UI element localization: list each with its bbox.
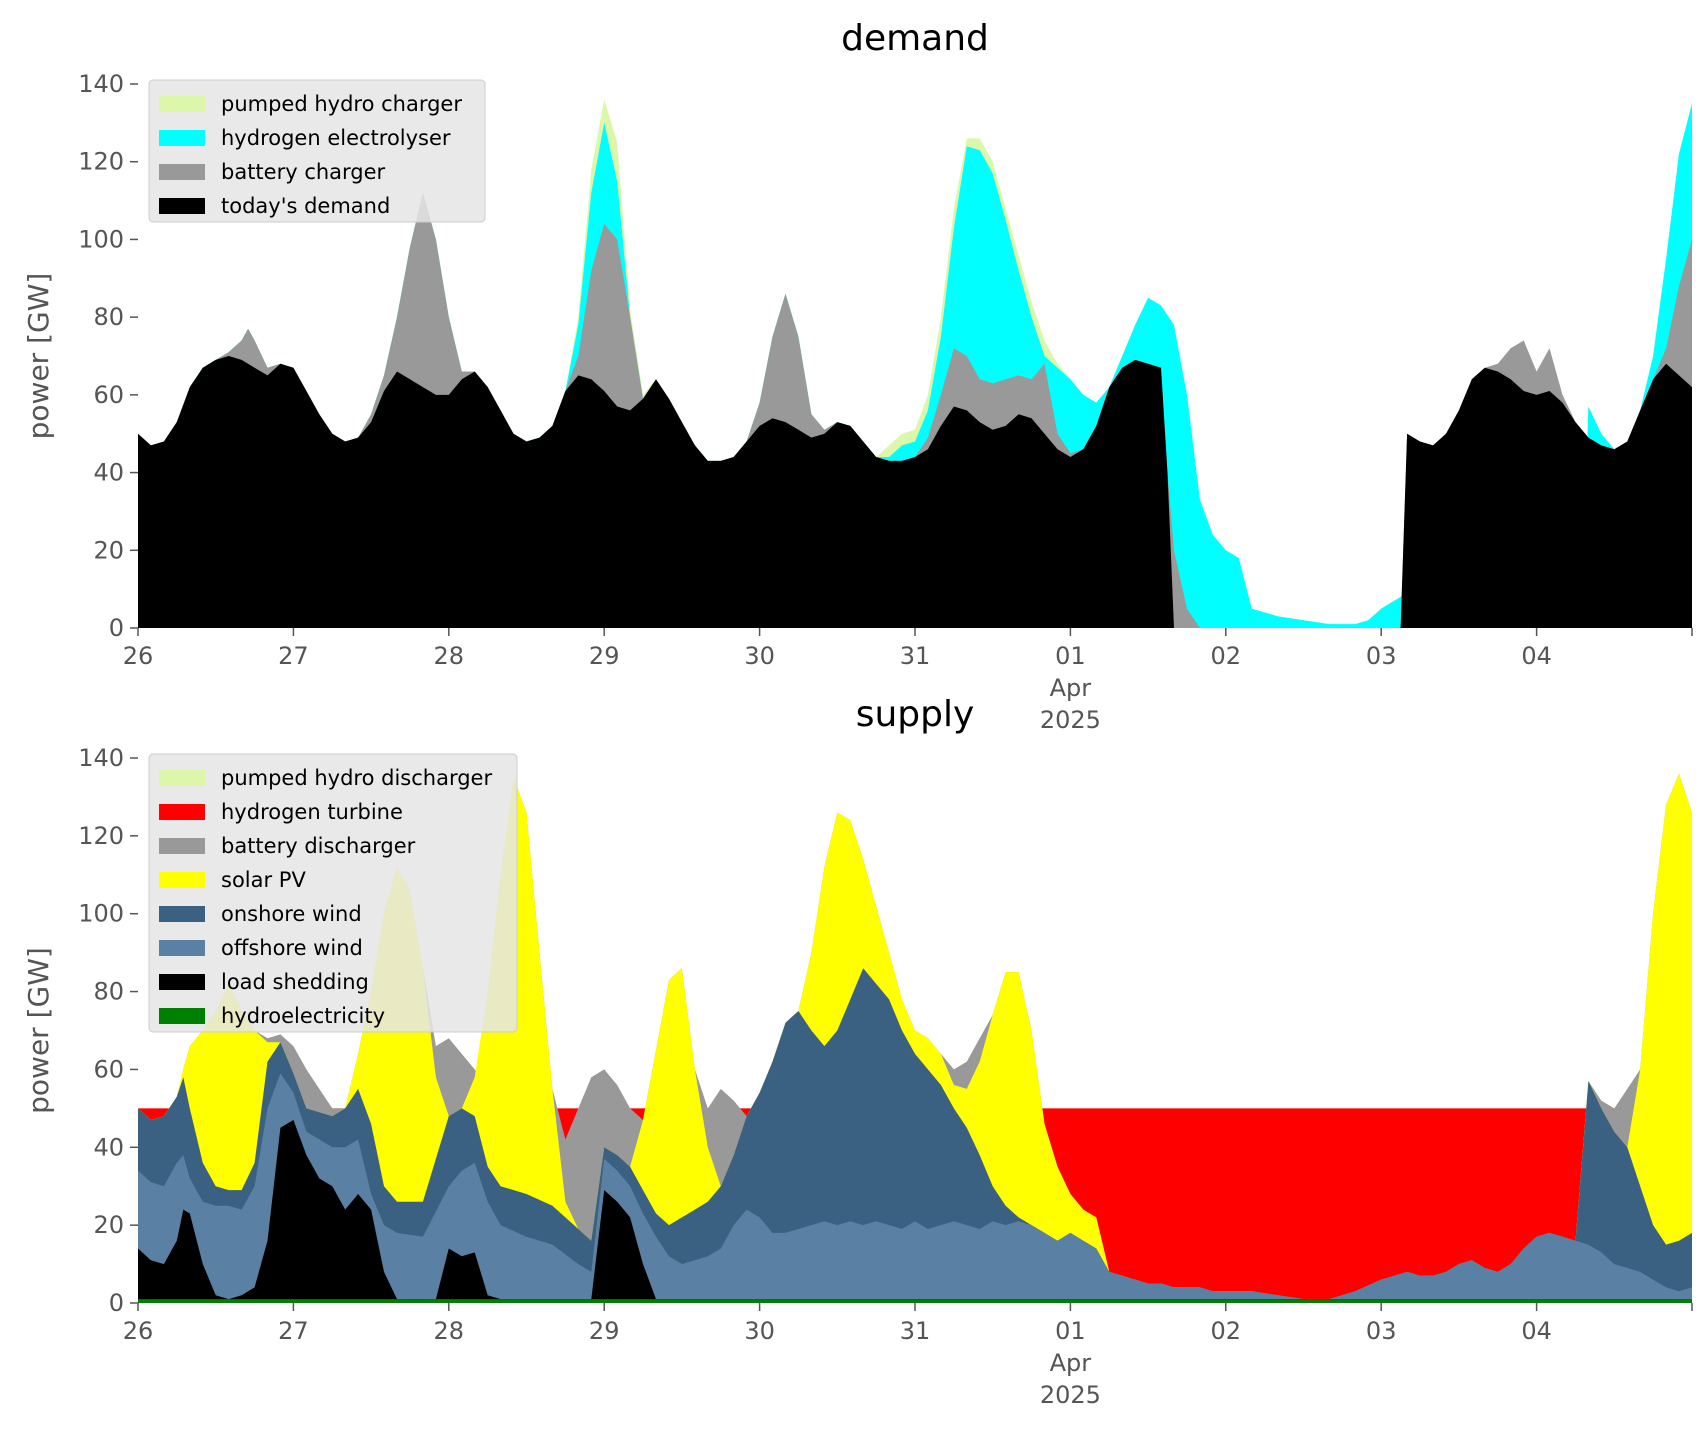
y-tick-label: 20: [93, 1211, 124, 1239]
y-tick-label: 0: [109, 614, 124, 642]
y-tick-label: 0: [109, 1289, 124, 1317]
y-tick-label: 100: [78, 900, 124, 928]
legend-swatch: [159, 130, 205, 146]
legend-label: hydroelectricity: [221, 1004, 385, 1028]
x-tick-label: 28: [434, 642, 465, 670]
legend-label: battery charger: [221, 160, 386, 184]
legend-swatch: [159, 872, 205, 888]
legend-swatch: [159, 906, 205, 922]
x-tick-label: 30: [744, 642, 775, 670]
legend-swatch: [159, 804, 205, 820]
legend-swatch: [159, 164, 205, 180]
legend-swatch: [159, 940, 205, 956]
legend-label: battery discharger: [221, 834, 416, 858]
area-onshore-wind: [138, 968, 1692, 1303]
x-tick-label: 27: [278, 642, 309, 670]
x-tick-label: 31: [900, 642, 931, 670]
legend-swatch: [159, 96, 205, 112]
area-solar-pv: [138, 773, 1692, 1303]
legend-label: pumped hydro charger: [221, 92, 462, 116]
area-offshore-wind: [138, 1073, 1692, 1303]
chart-title: supply: [856, 694, 975, 735]
y-axis-label: power [GW]: [22, 273, 55, 440]
x-tick-label: 2025: [1040, 706, 1101, 734]
y-tick-label: 80: [93, 978, 124, 1006]
x-tick-label: 30: [744, 1317, 775, 1345]
legend-label: offshore wind: [221, 936, 363, 960]
y-tick-label: 60: [93, 381, 124, 409]
x-tick-label: 29: [589, 642, 620, 670]
y-tick-label: 60: [93, 1055, 124, 1083]
legend-label: onshore wind: [221, 902, 362, 926]
x-tick-label: 31: [900, 1317, 931, 1345]
y-axis-label: power [GW]: [22, 947, 55, 1114]
y-tick-label: 120: [78, 822, 124, 850]
legend-box: [148, 753, 518, 1033]
x-tick-label: 02: [1211, 642, 1242, 670]
legend-swatch: [159, 974, 205, 990]
legend-label: load shedding: [221, 970, 369, 994]
x-tick-label: 26: [123, 642, 154, 670]
y-tick-label: 140: [78, 70, 124, 98]
legend-box: [148, 79, 486, 223]
x-tick-label: 28: [434, 1317, 465, 1345]
legend-label: hydrogen electrolyser: [221, 126, 451, 150]
x-tick-label: 04: [1521, 642, 1552, 670]
y-tick-label: 140: [78, 744, 124, 772]
legend-swatch: [159, 838, 205, 854]
y-tick-label: 120: [78, 148, 124, 176]
legend-label: pumped hydro discharger: [221, 766, 492, 790]
legend-label: hydrogen turbine: [221, 800, 403, 824]
legend-label: today's demand: [221, 194, 390, 218]
y-tick-label: 40: [93, 459, 124, 487]
y-tick-label: 20: [93, 536, 124, 564]
x-tick-label: Apr: [1050, 1349, 1092, 1377]
legend-swatch: [159, 198, 205, 214]
area-load-shedding: [138, 1120, 1692, 1303]
legend-swatch: [159, 770, 205, 786]
x-tick-label: 26: [123, 1317, 154, 1345]
x-tick-label: 2025: [1040, 1381, 1101, 1409]
x-tick-label: 01: [1055, 1317, 1086, 1345]
x-tick-label: Apr: [1050, 674, 1092, 702]
x-tick-label: 04: [1521, 1317, 1552, 1345]
chart-title: demand: [841, 18, 989, 59]
area-hydroelectricity: [138, 1299, 1692, 1303]
y-tick-label: 100: [78, 225, 124, 253]
x-tick-label: 03: [1366, 1317, 1397, 1345]
y-tick-label: 40: [93, 1133, 124, 1161]
x-tick-label: 01: [1055, 642, 1086, 670]
y-tick-label: 80: [93, 303, 124, 331]
x-tick-label: 27: [278, 1317, 309, 1345]
x-tick-label: 29: [589, 1317, 620, 1345]
area-today-s-demand: [138, 356, 1692, 628]
legend-swatch: [159, 1008, 205, 1024]
x-tick-label: 03: [1366, 642, 1397, 670]
x-tick-label: 02: [1211, 1317, 1242, 1345]
legend-label: solar PV: [221, 868, 306, 892]
